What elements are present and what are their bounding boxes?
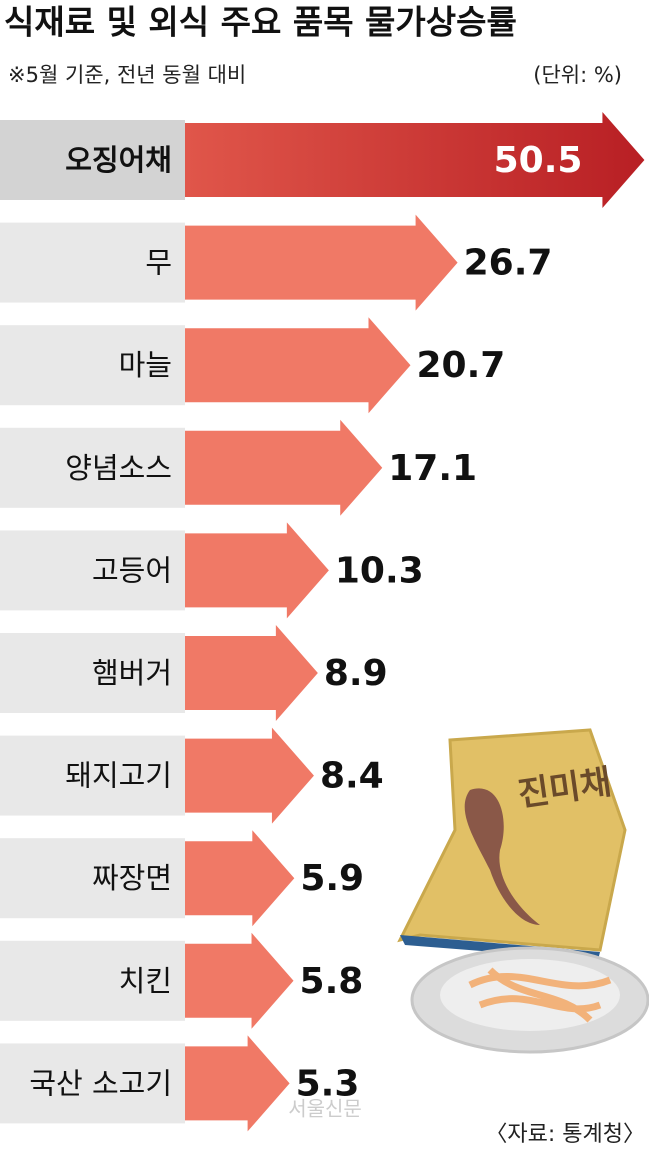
label-panel <box>0 120 185 200</box>
value-label: 20.7 <box>416 345 505 386</box>
bar <box>185 625 318 721</box>
value-label: 5.9 <box>300 858 364 899</box>
category-label: 짜장면 <box>92 861 172 895</box>
bar <box>185 932 294 1029</box>
value-label: 17.1 <box>388 448 477 489</box>
label-panel <box>0 427 185 508</box>
label-panel <box>0 1043 185 1124</box>
bar <box>185 317 411 414</box>
chart-subtitle: ※5월 기준, 전년 동월 대비 <box>8 63 246 87</box>
bar <box>185 1035 290 1132</box>
label-panel <box>0 735 185 816</box>
source-note: 〈자료: 통계청〉 <box>485 1122 645 1147</box>
label-panel <box>0 325 185 406</box>
bar <box>185 727 314 824</box>
category-label: 햄버거 <box>92 656 172 690</box>
value-label: 10.3 <box>335 550 424 591</box>
label-panel <box>0 940 185 1021</box>
label-panel <box>0 838 185 919</box>
value-label: 5.8 <box>300 961 364 1002</box>
label-panel <box>0 633 185 713</box>
value-label: 5.3 <box>296 1063 360 1104</box>
bar <box>185 214 458 311</box>
watermark: 서울신문 <box>288 1097 362 1121</box>
category-label: 치킨 <box>119 964 172 998</box>
chart-title: 식재료 및 외식 주요 품목 물가상승률 <box>4 3 517 42</box>
bar <box>185 419 383 516</box>
value-label: 8.4 <box>320 756 384 797</box>
bar <box>185 830 295 927</box>
category-label: 국산 소고기 <box>29 1066 172 1100</box>
label-panel <box>0 222 185 303</box>
value-label: 50.5 <box>494 140 583 181</box>
category-label: 오징어채 <box>65 143 172 177</box>
category-label: 마늘 <box>119 348 172 382</box>
value-label: 8.9 <box>324 653 388 694</box>
category-label: 돼지고기 <box>65 759 172 793</box>
category-label: 고등어 <box>92 553 172 587</box>
unit-label: (단위: %) <box>533 63 622 87</box>
label-panel <box>0 530 185 611</box>
value-label: 26.7 <box>464 243 553 284</box>
category-label: 무 <box>145 246 172 280</box>
bar <box>185 522 329 619</box>
bar <box>185 112 645 208</box>
category-label: 양념소스 <box>65 451 172 485</box>
illustration: 진미채 <box>397 728 649 1054</box>
